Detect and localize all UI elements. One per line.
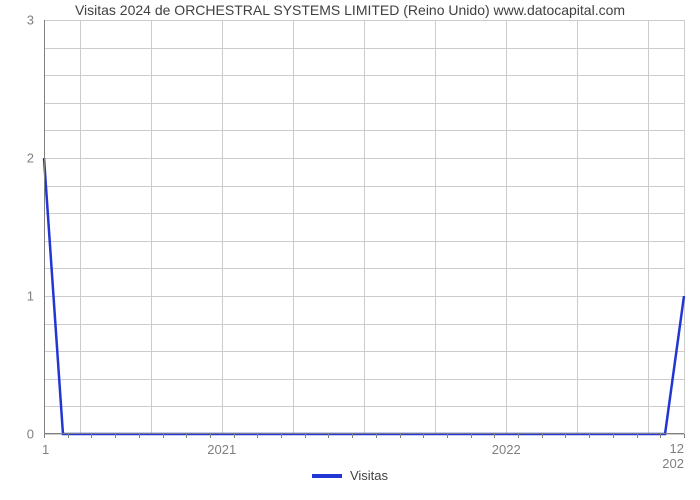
x-minor-tick <box>305 434 306 438</box>
x-minor-tick <box>115 434 116 438</box>
x-minor-tick <box>518 434 519 438</box>
x-minor-tick <box>613 434 614 438</box>
x-tick-label-right: 12202 <box>662 434 684 472</box>
x-minor-tick <box>281 434 282 438</box>
x-minor-tick <box>163 434 164 438</box>
x-minor-tick <box>91 434 92 438</box>
x-minor-tick <box>139 434 140 438</box>
x-minor-tick <box>471 434 472 438</box>
x-minor-tick <box>400 434 401 438</box>
x-minor-tick <box>542 434 543 438</box>
x-minor-tick <box>589 434 590 438</box>
x-minor-tick <box>376 434 377 438</box>
x-minor-tick <box>234 434 235 438</box>
x-tick-label: 2021 <box>207 434 236 457</box>
x-minor-tick <box>423 434 424 438</box>
x-minor-tick <box>565 434 566 438</box>
x-minor-tick <box>352 434 353 438</box>
y-tick-label: 2 <box>27 151 44 166</box>
x-minor-tick <box>328 434 329 438</box>
plot-area: 0123 11220220212022 <box>44 20 684 434</box>
legend: Visitas <box>0 468 700 483</box>
chart-root: Visitas 2024 de ORCHESTRAL SYSTEMS LIMIT… <box>0 0 700 500</box>
x-minor-tick <box>637 434 638 438</box>
x-minor-tick <box>186 434 187 438</box>
x-minor-tick <box>684 434 685 438</box>
gridline-vertical <box>684 20 685 434</box>
x-minor-tick <box>210 434 211 438</box>
x-minor-tick <box>257 434 258 438</box>
x-minor-tick <box>447 434 448 438</box>
x-minor-tick <box>494 434 495 438</box>
x-tick-label: 2022 <box>492 434 521 457</box>
x-minor-tick <box>68 434 69 438</box>
chart-title: Visitas 2024 de ORCHESTRAL SYSTEMS LIMIT… <box>0 2 700 18</box>
x-minor-tick <box>660 434 661 438</box>
y-tick-label: 3 <box>27 13 44 28</box>
legend-label: Visitas <box>350 468 388 483</box>
legend-swatch <box>312 474 342 478</box>
plot-border <box>44 20 684 434</box>
y-tick-label: 1 <box>27 289 44 304</box>
x-minor-tick <box>44 434 45 438</box>
